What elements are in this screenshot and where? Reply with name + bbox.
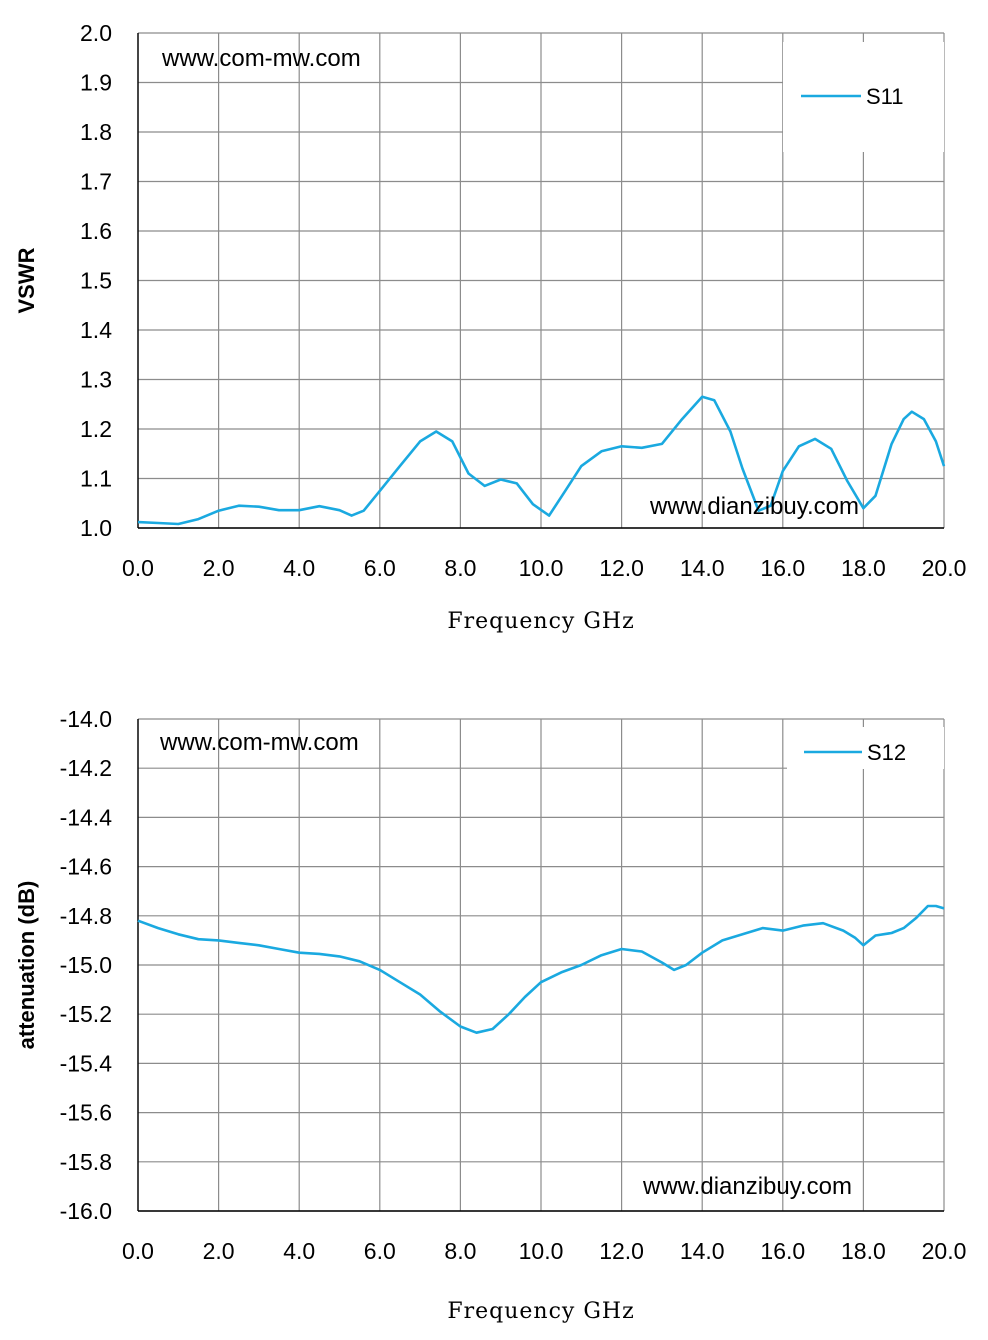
watermark-dianzibuy: www.dianzibuy.com	[649, 493, 859, 520]
y-tick-label: -16.0	[60, 1198, 112, 1224]
x-tick-label: 16.0	[760, 555, 805, 581]
y-tick-label: 1.7	[80, 169, 112, 195]
x-tick-label: 20.0	[922, 1238, 967, 1264]
x-tick-label: 18.0	[841, 1238, 886, 1264]
series-line-s11	[137, 395, 946, 526]
legend-box	[787, 727, 944, 769]
y-tick-label: 1.8	[80, 119, 112, 145]
y-tick-label: -15.2	[60, 1001, 112, 1027]
x-tick-label: 4.0	[283, 1238, 315, 1264]
y-tick-label: -14.4	[60, 804, 113, 830]
watermark-dianzibuy: www.dianzibuy.com	[642, 1173, 852, 1200]
y-axis-label: VSWR	[14, 247, 39, 313]
y-tick-labels: 1.0 1.1 1.2 1.3 1.4 1.5 1.6 1.7 1.8 1.9 2.0	[80, 20, 112, 541]
y-tick-label: -15.8	[60, 1149, 112, 1175]
x-tick-label: 18.0	[841, 555, 886, 581]
x-tick-label: 6.0	[364, 1238, 396, 1264]
y-tick-label: 1.3	[80, 367, 112, 393]
y-tick-label: -15.0	[60, 952, 112, 978]
watermark-com-mw: www.com-mw.com	[159, 729, 359, 756]
legend-label-s12: S12	[867, 740, 906, 765]
x-tick-label: 0.0	[122, 1238, 154, 1264]
x-tick-label: 14.0	[680, 1238, 725, 1264]
y-tick-label: 1.0	[80, 515, 112, 541]
x-tick-label: 6.0	[364, 555, 396, 581]
y-tick-label: -15.6	[60, 1100, 112, 1126]
x-tick-label: 8.0	[444, 1238, 476, 1264]
attenuation-chart: -16.0 -15.8 -15.6 -15.4 -15.2 -15.0 -14.8 -14.6…	[14, 706, 966, 1324]
x-tick-label: 14.0	[680, 555, 725, 581]
y-tick-label: 1.2	[80, 416, 112, 442]
series-line-s12	[137, 904, 945, 1034]
y-tick-label: 1.6	[80, 218, 112, 244]
grid	[137, 718, 945, 1212]
x-tick-label: 20.0	[922, 555, 967, 581]
x-tick-label: 12.0	[599, 1238, 644, 1264]
vswr-chart: 1.0 1.1 1.2 1.3 1.4 1.5 1.6 1.7 1.8 1.9 2.0 0.0 2.0…	[14, 20, 966, 634]
x-axis-label: Frequency GHz	[447, 609, 634, 634]
watermark-com-mw: www.com-mw.com	[161, 45, 361, 72]
x-tick-label: 16.0	[760, 1238, 805, 1264]
y-tick-label: -15.4	[60, 1050, 113, 1076]
x-tick-label: 10.0	[519, 1238, 564, 1264]
y-tick-label: 1.9	[80, 70, 112, 96]
x-tick-label: 8.0	[444, 555, 476, 581]
y-tick-label: 1.4	[80, 317, 112, 343]
legend: S12	[787, 727, 944, 769]
x-tick-labels: 0.0 2.0 4.0 6.0 8.0 10.0 12.0 14.0 16.0 18.0 20.0	[122, 555, 966, 581]
x-tick-label: 12.0	[599, 555, 644, 581]
x-tick-labels: 0.0 2.0 4.0 6.0 8.0 10.0 12.0 14.0 16.0 18.0 20.0	[122, 1238, 966, 1264]
x-axis-label: Frequency GHz	[447, 1299, 634, 1324]
y-tick-label: -14.0	[60, 706, 112, 732]
x-tick-label: 2.0	[203, 555, 235, 581]
legend-label-s11: S11	[866, 84, 904, 109]
y-axis-label: attenuation (dB)	[14, 881, 39, 1050]
x-tick-label: 2.0	[203, 1238, 235, 1264]
x-tick-label: 0.0	[122, 555, 154, 581]
y-tick-label: 1.5	[80, 268, 112, 294]
legend: S11	[783, 42, 944, 152]
x-tick-label: 10.0	[519, 555, 564, 581]
y-tick-label: -14.8	[60, 903, 112, 929]
y-tick-label: -14.6	[60, 854, 112, 880]
y-tick-labels: -16.0 -15.8 -15.6 -15.4 -15.2 -15.0 -14.8 -14.6…	[60, 706, 113, 1224]
x-tick-label: 4.0	[283, 555, 315, 581]
y-tick-label: 1.1	[80, 466, 112, 492]
y-tick-label: 2.0	[80, 20, 112, 46]
y-tick-label: -14.2	[60, 755, 112, 781]
